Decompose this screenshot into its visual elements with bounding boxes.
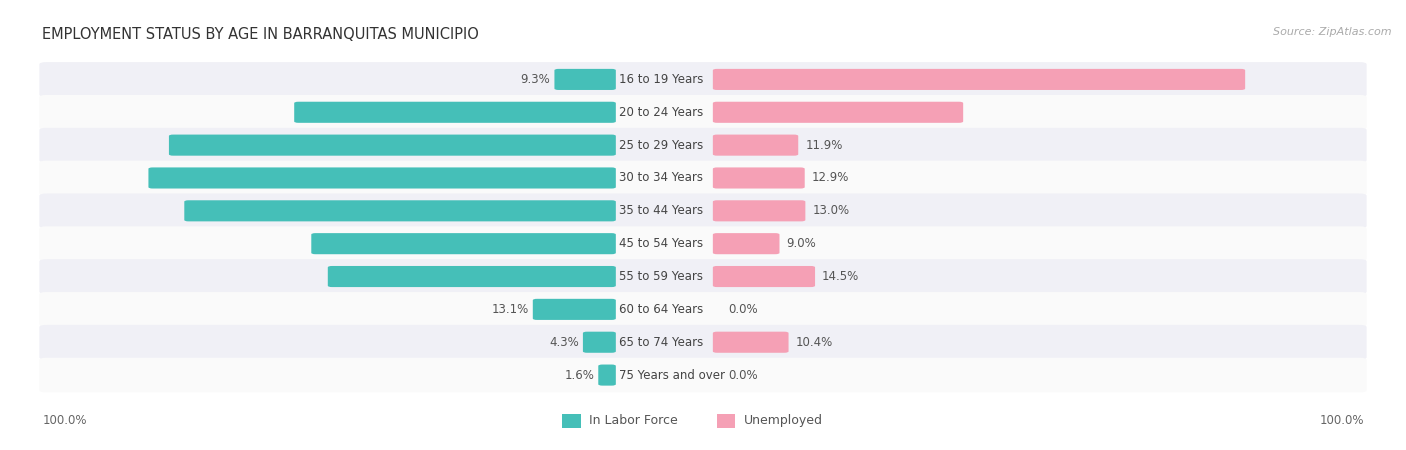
Text: 100.0%: 100.0% [42,414,87,428]
Text: 100.0%: 100.0% [1319,414,1364,428]
Text: 55 to 59 Years: 55 to 59 Years [619,270,703,283]
Text: 13.1%: 13.1% [491,303,529,316]
Text: Unemployed: Unemployed [744,414,823,427]
Text: 13.0%: 13.0% [813,204,849,217]
Text: 4.3%: 4.3% [548,336,579,349]
Text: 20 to 24 Years: 20 to 24 Years [619,106,703,119]
Text: 16 to 19 Years: 16 to 19 Years [619,73,703,86]
Text: In Labor Force: In Labor Force [589,414,678,427]
Text: 37.4%: 37.4% [907,106,948,119]
Text: 30 to 34 Years: 30 to 34 Years [619,171,703,184]
Text: 65 to 74 Years: 65 to 74 Years [619,336,703,349]
Text: 9.3%: 9.3% [520,73,550,86]
Text: 0.0%: 0.0% [728,303,758,316]
Text: 55.0%: 55.0% [309,106,350,119]
Text: 77.0%: 77.0% [184,139,225,152]
Text: 9.0%: 9.0% [786,237,817,250]
Text: 14.5%: 14.5% [823,270,859,283]
Text: Source: ZipAtlas.com: Source: ZipAtlas.com [1274,27,1392,37]
Text: 45 to 54 Years: 45 to 54 Years [619,237,703,250]
Text: EMPLOYMENT STATUS BY AGE IN BARRANQUITAS MUNICIPIO: EMPLOYMENT STATUS BY AGE IN BARRANQUITAS… [42,27,479,42]
Text: 74.3%: 74.3% [200,204,240,217]
Text: 75 Years and over: 75 Years and over [619,369,724,382]
Text: 25 to 29 Years: 25 to 29 Years [619,139,703,152]
Text: 49.1%: 49.1% [343,270,384,283]
Text: 11.9%: 11.9% [806,139,842,152]
Text: 81.0%: 81.0% [1189,73,1230,86]
Text: 1.6%: 1.6% [564,369,595,382]
Text: 0.0%: 0.0% [728,369,758,382]
Text: 60 to 64 Years: 60 to 64 Years [619,303,703,316]
Text: 80.6%: 80.6% [165,171,205,184]
Text: 52.0%: 52.0% [326,237,367,250]
Text: 35 to 44 Years: 35 to 44 Years [619,204,703,217]
Text: 12.9%: 12.9% [811,171,849,184]
Text: 10.4%: 10.4% [796,336,832,349]
